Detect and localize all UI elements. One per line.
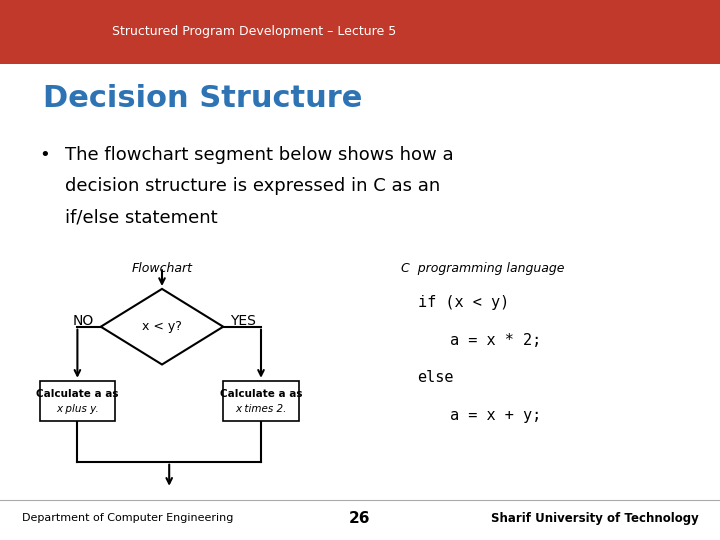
Text: x times 2.: x times 2. xyxy=(235,404,287,414)
Text: a = x * 2;: a = x * 2; xyxy=(450,333,541,348)
Text: if/else statement: if/else statement xyxy=(65,208,217,226)
Text: Structured Program Development – Lecture 5: Structured Program Development – Lecture… xyxy=(112,25,396,38)
Text: Sharif University of Technology: Sharif University of Technology xyxy=(490,512,698,525)
Text: YES: YES xyxy=(230,314,256,328)
Text: Flowchart: Flowchart xyxy=(132,262,192,275)
Text: else: else xyxy=(418,370,454,386)
Polygon shape xyxy=(101,289,223,365)
Text: Calculate a as: Calculate a as xyxy=(36,389,119,400)
Text: x plus y.: x plus y. xyxy=(56,404,99,414)
Text: a = x + y;: a = x + y; xyxy=(450,408,541,423)
Text: 26: 26 xyxy=(349,511,371,526)
Bar xyxy=(223,381,299,421)
Bar xyxy=(40,381,115,421)
Text: C  programming language: C programming language xyxy=(400,262,564,275)
Text: Calculate a as: Calculate a as xyxy=(220,389,302,400)
Text: The flowchart segment below shows how a: The flowchart segment below shows how a xyxy=(65,146,454,164)
Text: Department of Computer Engineering: Department of Computer Engineering xyxy=(22,514,233,523)
Text: •: • xyxy=(40,146,50,164)
Text: x < y?: x < y? xyxy=(142,320,182,333)
Text: if (x < y): if (x < y) xyxy=(418,295,509,310)
Text: decision structure is expressed in C as an: decision structure is expressed in C as … xyxy=(65,177,440,195)
Text: Decision Structure: Decision Structure xyxy=(43,84,363,113)
Text: NO: NO xyxy=(72,314,94,328)
Bar xyxy=(0,0,720,64)
